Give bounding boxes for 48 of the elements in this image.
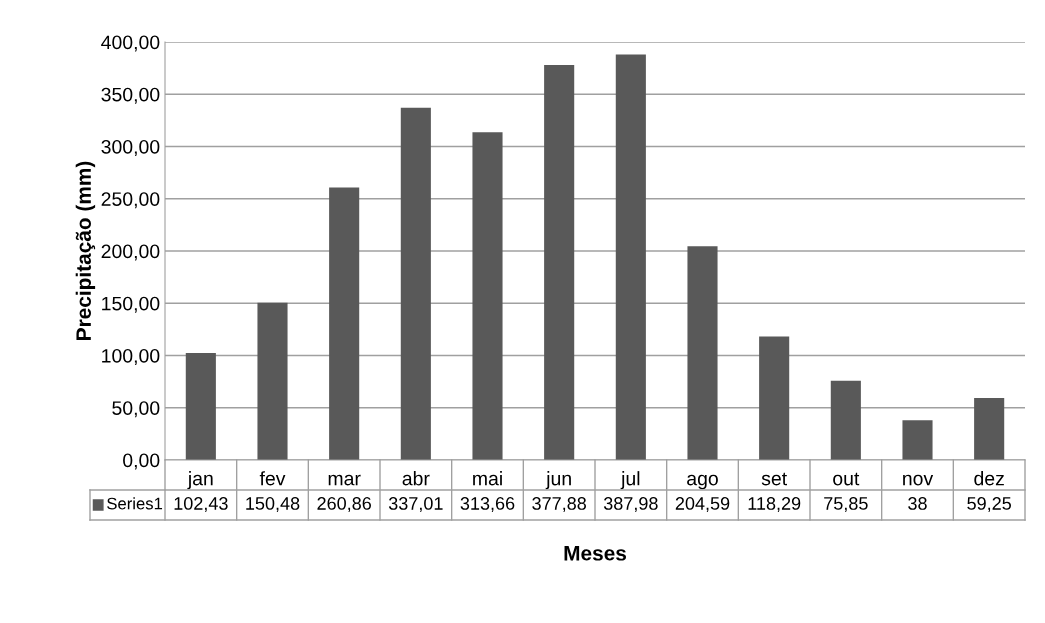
x-tick-label: mai xyxy=(473,471,502,486)
bar xyxy=(329,187,360,460)
x-tick-label: jun xyxy=(545,471,571,490)
data-label: 204,59 xyxy=(675,497,730,512)
bar xyxy=(185,352,216,460)
bar xyxy=(687,246,718,460)
y-tick-label: 350,00 xyxy=(101,87,160,104)
data-label: 260,86 xyxy=(317,497,371,512)
data-label: 75,85 xyxy=(824,497,868,512)
bar xyxy=(902,420,933,460)
y-tick-label: 0,00 xyxy=(123,453,160,470)
bar xyxy=(472,132,503,460)
x-tick-label: jul xyxy=(620,471,640,490)
data-label: 38 xyxy=(908,497,927,510)
data-label: 150,48 xyxy=(246,497,300,512)
bar xyxy=(974,398,1005,460)
y-tick-label: 100,00 xyxy=(102,348,160,366)
x-tick-label: ago xyxy=(687,474,718,490)
data-label: 313,66 xyxy=(460,497,515,512)
bar xyxy=(400,107,431,460)
y-tick-label: 400,00 xyxy=(101,35,160,52)
data-label: 337,01 xyxy=(388,497,443,512)
bar xyxy=(615,54,646,460)
y-tick-label: 200,00 xyxy=(101,244,160,261)
y-tick-label: 50,00 xyxy=(112,401,160,418)
legend-label: Series1 xyxy=(107,497,163,510)
x-axis-title: Meses xyxy=(564,546,626,561)
x-tick-label: set xyxy=(761,472,787,486)
y-tick-label: 300,00 xyxy=(101,139,160,157)
data-label: 59,25 xyxy=(967,497,1011,512)
data-label: 102,43 xyxy=(174,497,228,512)
data-label: 387,98 xyxy=(603,497,658,512)
y-tick-label: 250,00 xyxy=(101,192,160,209)
data-label: 118,29 xyxy=(748,497,801,512)
y-axis-title: Precipitação (mm) xyxy=(75,161,96,340)
x-tick-label: mar xyxy=(328,474,361,486)
data-label: 377,88 xyxy=(532,497,586,512)
x-tick-label: nov xyxy=(903,474,934,486)
bar xyxy=(544,65,575,460)
x-tick-label: out xyxy=(833,472,860,486)
x-tick-label: abr xyxy=(402,471,430,486)
bar xyxy=(257,302,288,460)
x-tick-label: fev xyxy=(259,471,286,486)
bar xyxy=(830,380,861,460)
bar xyxy=(759,336,790,460)
y-tick-label: 150,00 xyxy=(102,296,160,313)
x-tick-label: dez xyxy=(974,471,1004,486)
x-tick-label: jan xyxy=(187,471,213,490)
